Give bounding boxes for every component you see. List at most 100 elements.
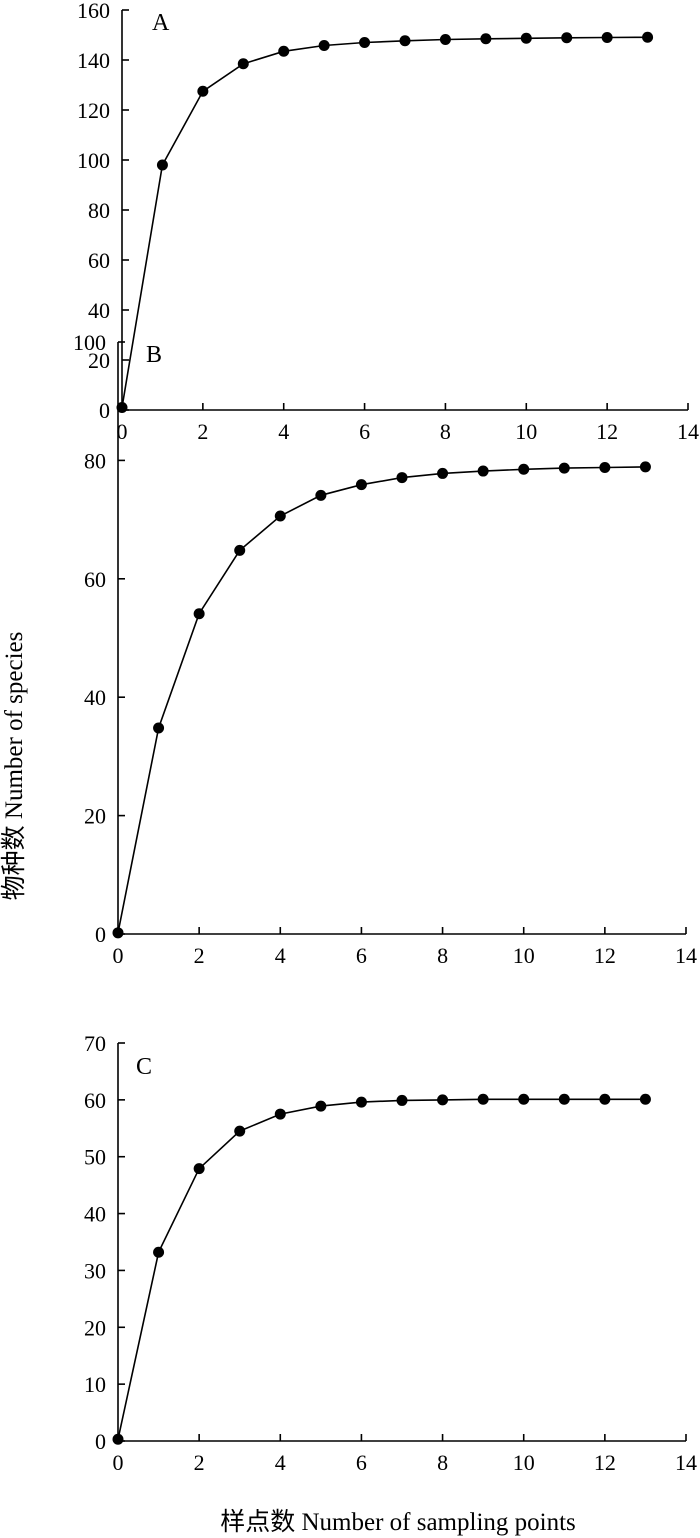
data-point <box>480 33 492 45</box>
x-tick-label: 10 <box>515 419 537 444</box>
x-tick-label: 2 <box>194 1450 205 1475</box>
data-point <box>234 1125 246 1137</box>
x-tick-label: 12 <box>594 943 616 968</box>
x-tick-label: 4 <box>275 943 286 968</box>
x-tick-label: 0 <box>113 943 124 968</box>
x-tick-label: 6 <box>356 1450 367 1475</box>
y-tick-label: 40 <box>88 298 110 323</box>
data-point <box>558 1093 570 1105</box>
data-point <box>359 37 371 48</box>
data-point <box>315 1100 327 1112</box>
y-tick-label: 40 <box>84 685 106 710</box>
data-point <box>355 479 367 491</box>
y-tick-label: 60 <box>84 1088 106 1113</box>
data-point <box>112 1433 124 1445</box>
x-tick-label: 2 <box>197 419 208 444</box>
y-tick-label: 20 <box>88 348 110 373</box>
y-tick-label: 20 <box>84 804 106 829</box>
panel-c: 0 10 20 30 40 50 60 70 0 2 4 6 8 10 12 14 C <box>84 1031 697 1475</box>
x-tick-label: 4 <box>275 1450 286 1475</box>
data-point <box>274 1108 286 1120</box>
series-line-b <box>117 466 646 933</box>
x-tick-label: 14 <box>677 419 699 444</box>
data-point <box>518 1093 530 1105</box>
data-point <box>112 927 124 939</box>
data-point <box>439 34 451 45</box>
panel-letter-b: B <box>146 342 162 368</box>
y-tick-label: 100 <box>73 330 106 355</box>
x-tick-label: 6 <box>359 419 370 444</box>
y-tick-label: 160 <box>77 0 110 23</box>
data-point <box>437 467 449 479</box>
data-point <box>116 402 128 413</box>
data-point <box>355 1096 367 1108</box>
x-tick-label: 4 <box>278 419 289 444</box>
y-tick-label: 0 <box>95 1429 106 1454</box>
data-point <box>599 462 611 474</box>
data-point <box>639 461 651 473</box>
x-tick-label: 12 <box>594 1450 616 1475</box>
data-point <box>477 465 489 477</box>
series-line-a <box>121 36 648 408</box>
x-tick-label: 12 <box>596 419 618 444</box>
y-tick-label: 0 <box>95 922 106 947</box>
x-tick-label: 14 <box>675 943 697 968</box>
data-point <box>399 35 411 47</box>
data-point <box>197 85 209 97</box>
series-line-c <box>117 1098 646 1440</box>
data-point <box>518 463 530 475</box>
x-tick-label: 10 <box>513 943 535 968</box>
x-tick-label: 0 <box>113 1450 124 1475</box>
y-tick-label: 80 <box>88 198 110 223</box>
y-tick-label: 30 <box>84 1258 106 1283</box>
y-tick-label: 10 <box>84 1372 106 1397</box>
data-point <box>520 32 532 44</box>
data-point <box>639 1093 651 1105</box>
data-point <box>477 1093 489 1105</box>
data-point <box>558 462 570 474</box>
y-axis-title: 物种数 Number of species <box>0 632 28 901</box>
y-tick-label: 60 <box>84 567 106 592</box>
data-point <box>601 32 613 43</box>
x-tick-label: 10 <box>513 1450 535 1475</box>
data-point <box>278 45 290 57</box>
data-point <box>396 1094 408 1106</box>
data-point <box>642 31 654 43</box>
y-tick-label: 140 <box>77 48 110 73</box>
panel-letter-c: C <box>136 1054 152 1080</box>
data-point <box>274 510 286 522</box>
x-axis-title: 样点数 Number of sampling points <box>220 1508 576 1536</box>
x-tick-label: 8 <box>437 1450 448 1475</box>
data-point <box>193 608 205 620</box>
data-point <box>156 159 168 171</box>
x-tick-label: 8 <box>437 943 448 968</box>
data-point <box>561 32 573 44</box>
data-point <box>396 472 408 484</box>
y-tick-label: 60 <box>88 248 110 273</box>
x-tick-label: 2 <box>194 943 205 968</box>
y-tick-label: 50 <box>84 1145 106 1170</box>
y-tick-label: 20 <box>84 1315 106 1340</box>
x-tick-label: 6 <box>356 943 367 968</box>
data-point <box>437 1094 449 1106</box>
y-tick-label: 120 <box>77 98 110 123</box>
y-tick-label: 70 <box>84 1031 106 1056</box>
data-point <box>234 544 246 556</box>
x-tick-label: 8 <box>440 419 451 444</box>
y-tick-label: 100 <box>77 148 110 173</box>
data-point <box>153 1246 165 1258</box>
y-tick-label: 80 <box>84 448 106 473</box>
panel-letter-a: A <box>152 10 170 36</box>
panel-a: 0 20 40 60 80 100 120 140 160 0 2 4 6 8 10 12 14 A <box>77 0 699 444</box>
data-point <box>193 1163 205 1175</box>
y-tick-label: 0 <box>99 398 110 423</box>
data-point <box>153 722 165 734</box>
data-point <box>599 1093 611 1105</box>
data-point <box>315 489 327 501</box>
data-point <box>237 58 249 70</box>
x-tick-label: 0 <box>117 419 128 444</box>
data-point <box>318 40 330 51</box>
y-tick-label: 40 <box>84 1202 106 1227</box>
